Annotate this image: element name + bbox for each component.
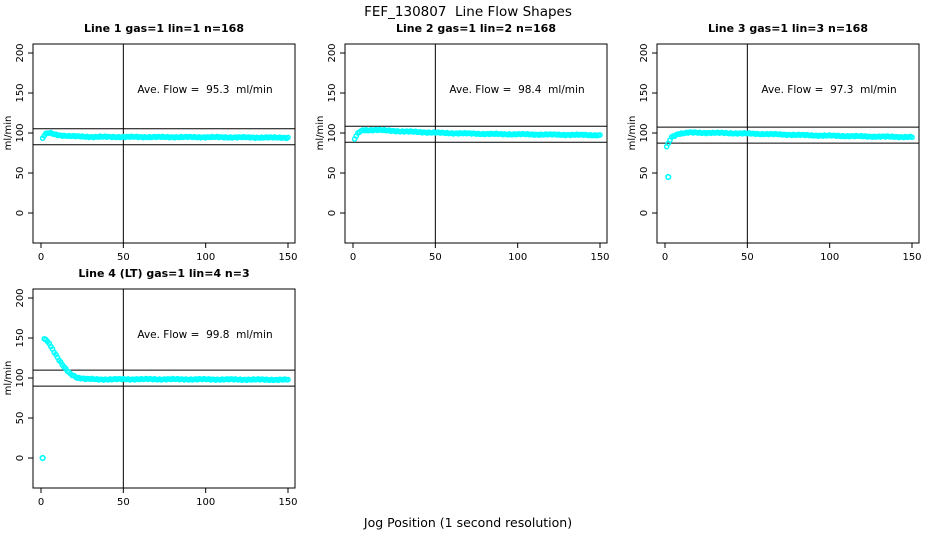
panel-2-plot: 0 50 100 150 200 0 50 100 150 [327,43,610,263]
panel-3-ave-flow-label: Ave. Flow = 97.3 ml/min [761,84,897,96]
panel-3-plot: 0 50 100 150 200 0 50 100 150 [639,43,922,263]
panel-4-plot: 0 50 100 150 200 0 50 100 150 [15,288,298,508]
x-tick-label: 0 [38,252,44,263]
y-tick-label: 200 [15,288,26,307]
x-tick-label: 150 [278,252,297,263]
panel-1-title: Line 1 gas=1 lin=1 n=168 [83,22,244,35]
panel-3-title: Line 3 gas=1 lin=3 n=168 [707,22,868,35]
panel-3-y-axis-title: ml/min [627,115,638,151]
panel-4-title: Line 4 (LT) gas=1 lin=4 n=3 [78,267,250,280]
outlier-point [39,454,46,462]
x-tick-label: 50 [741,252,754,263]
y-tick-label: 50 [15,167,26,180]
y-tick-label: 0 [15,455,26,461]
y-tick-label: 100 [15,368,26,387]
panel-1-y-axis-title: ml/min [3,115,14,151]
data-point [909,134,915,141]
panel-1-ave-flow-label: Ave. Flow = 95.3 ml/min [137,84,273,96]
y-tick-label: 0 [327,210,338,216]
outlier-point [665,173,672,181]
y-tick-label: 50 [639,167,650,180]
x-axis-title: Jog Position (1 second resolution) [363,515,573,530]
y-tick-label: 100 [15,123,26,142]
y-tick-label: 100 [639,123,650,142]
panel-1-plot: 0 50 100 150 200 0 50 100 150 [15,43,298,263]
data-point [285,134,291,141]
x-tick-label: 50 [117,497,130,508]
x-tick-label: 100 [820,252,839,263]
y-tick-label: 150 [15,328,26,347]
x-tick-label: 150 [902,252,921,263]
panel-2-title: Line 2 gas=1 lin=2 n=168 [395,22,556,35]
y-tick-label: 150 [639,83,650,102]
plot-box [32,43,296,244]
x-tick-label: 50 [117,252,130,263]
y-tick-label: 50 [327,167,338,180]
data-point [597,132,603,138]
panel-4-ave-flow-label: Ave. Flow = 99.8 ml/min [137,329,273,341]
y-tick-label: 100 [327,123,338,142]
x-tick-label: 0 [662,252,668,263]
x-tick-label: 150 [590,252,609,263]
y-tick-label: 200 [639,43,650,62]
y-tick-label: 200 [327,43,338,62]
panel-4-y-axis-title: ml/min [3,360,14,396]
x-tick-label: 100 [196,497,215,508]
x-tick-label: 50 [429,252,442,263]
x-tick-label: 150 [278,497,297,508]
x-tick-label: 100 [196,252,215,263]
panel-2-ave-flow-label: Ave. Flow = 98.4 ml/min [449,84,585,96]
y-tick-label: 0 [639,210,650,216]
y-tick-label: 0 [15,210,26,216]
y-tick-label: 150 [15,83,26,102]
y-tick-label: 50 [15,412,26,425]
plot-box [32,288,296,489]
y-tick-label: 200 [15,43,26,62]
y-tick-label: 150 [327,83,338,102]
plot-box [344,43,608,244]
data-point [285,376,291,383]
figure-title: FEF_130807 Line Flow Shapes [364,4,572,20]
x-tick-label: 100 [508,252,527,263]
x-tick-label: 0 [350,252,356,263]
panel-2-y-axis-title: ml/min [315,115,326,151]
x-tick-label: 0 [38,497,44,508]
